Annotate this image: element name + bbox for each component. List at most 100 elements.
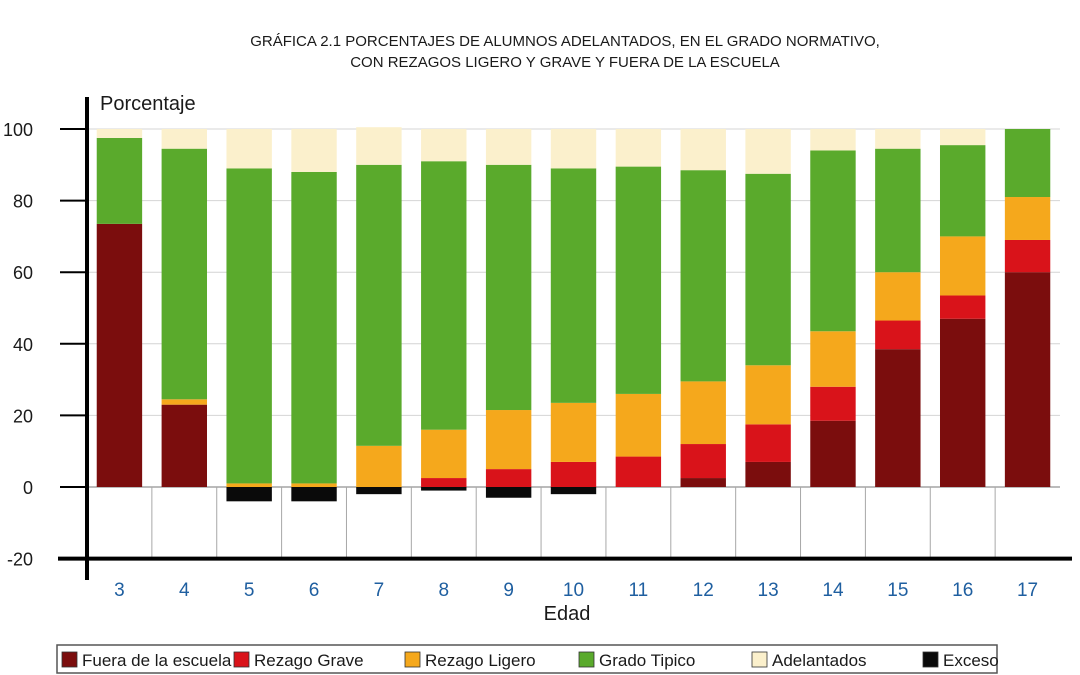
bar-segment <box>810 386 856 421</box>
y-tick-label: 100 <box>3 120 33 140</box>
bar-segment <box>485 487 532 498</box>
x-tick-label: 13 <box>758 580 779 601</box>
x-tick-label: 8 <box>438 580 449 601</box>
bar-segment <box>291 129 337 172</box>
bar-segment <box>810 331 856 387</box>
bar-segment <box>939 295 986 319</box>
legend-swatch <box>61 651 78 668</box>
x-tick-label: 17 <box>1017 580 1038 601</box>
bar-segment <box>810 129 856 151</box>
y-tick-label: 40 <box>13 335 33 355</box>
bar-segment <box>939 318 986 487</box>
bar-segment <box>421 478 467 487</box>
bar-segment <box>291 171 337 484</box>
bar-segment <box>226 487 272 502</box>
bar-segment <box>680 129 726 171</box>
legend-swatch <box>404 651 421 668</box>
bar-segment <box>356 487 402 495</box>
bar-segment <box>485 164 532 411</box>
bar-segment <box>745 129 791 174</box>
y-tick-label: 20 <box>13 406 33 426</box>
legend-label: Rezago Ligero <box>425 651 536 670</box>
bar-segment <box>421 487 467 491</box>
bar-segment <box>485 129 532 165</box>
bar-segment <box>356 445 402 487</box>
bar-segment <box>550 487 597 495</box>
legend-label: Grado Tipico <box>599 651 695 670</box>
legend-box <box>56 644 998 674</box>
x-tick-label: 6 <box>309 580 320 601</box>
bar-segment <box>291 487 337 502</box>
bar-segment <box>745 365 791 425</box>
bar-segment <box>485 410 532 470</box>
legend-label: Rezago Grave <box>254 651 364 670</box>
bar-segment <box>356 164 402 446</box>
y-axis-label: Porcentaje <box>100 93 196 115</box>
axes <box>58 97 1072 580</box>
bar-segment <box>356 127 402 165</box>
y-tick-label: 80 <box>13 192 33 212</box>
bar-segment <box>875 320 921 350</box>
bar-segment <box>615 129 662 167</box>
bar-segment <box>96 137 143 224</box>
x-tick-label: 4 <box>179 580 190 601</box>
x-tick-label: 5 <box>244 580 255 601</box>
x-tick-label: 7 <box>374 580 385 601</box>
bar-segment <box>421 161 467 430</box>
bar-segment <box>745 424 791 462</box>
legend-label: Fuera de la escuela <box>82 651 232 670</box>
bar-segment <box>550 129 597 169</box>
bar-segment <box>745 173 791 366</box>
y-tick-labels: 100 80 60 40 20 0 -20 <box>3 120 33 570</box>
x-tick-label: 10 <box>563 580 584 601</box>
bar-segment <box>939 129 986 146</box>
x-tick-labels: 3 4 5 6 7 8 9 10 11 12 13 14 15 16 17 <box>114 580 1038 601</box>
bar-segment <box>226 129 272 169</box>
y-tick-label: -20 <box>7 550 33 570</box>
bar-segment <box>680 170 726 382</box>
bar-segment <box>680 478 726 487</box>
bar-segment <box>939 145 986 237</box>
x-tick-label: 11 <box>628 580 648 601</box>
bar-segment <box>421 129 467 162</box>
bar-segment <box>615 456 662 487</box>
bar-segment <box>1004 239 1051 273</box>
chart-title-line-1: GRÁFICA 2.1 PORCENTAJES DE ALUMNOS ADELA… <box>250 33 880 50</box>
legend-swatch <box>578 651 595 668</box>
bar-segment <box>615 166 662 394</box>
bar-segment <box>550 461 597 487</box>
bar-segment <box>745 461 791 487</box>
bar-segment <box>96 129 143 138</box>
bar-segment <box>875 148 921 273</box>
bar-segment <box>291 483 337 487</box>
bar-segment <box>550 168 597 403</box>
bars <box>96 127 1051 502</box>
bar-segment <box>161 404 208 487</box>
bar-segment <box>161 399 208 405</box>
bar-segment <box>161 148 208 400</box>
legend-label: Exceso <box>943 651 999 670</box>
y-tick-label: 0 <box>23 478 33 498</box>
bar-segment <box>939 236 986 296</box>
bar-segment <box>226 168 272 484</box>
legend-swatch <box>922 651 939 668</box>
bar-segment <box>485 469 532 487</box>
bar-segment <box>1004 129 1051 198</box>
x-tick-label: 12 <box>693 580 714 601</box>
bar-segment <box>810 420 856 487</box>
legend-swatch <box>233 651 250 668</box>
bar-segment <box>875 129 921 149</box>
bar-segment <box>550 402 597 462</box>
bar-segment <box>875 349 921 487</box>
x-tick-label: 3 <box>114 580 125 601</box>
bar-segment <box>1004 272 1051 487</box>
bar-segment <box>421 429 467 479</box>
legend-swatch <box>751 651 768 668</box>
chart-title-line-2: CON REZAGOS LIGERO Y GRAVE Y FUERA DE LA… <box>350 54 780 71</box>
bar-segment <box>1004 197 1051 240</box>
bar-segment <box>226 483 272 487</box>
x-tick-label: 14 <box>822 580 844 601</box>
x-tick-label: 16 <box>952 580 973 601</box>
x-tick-label: 9 <box>503 580 514 601</box>
